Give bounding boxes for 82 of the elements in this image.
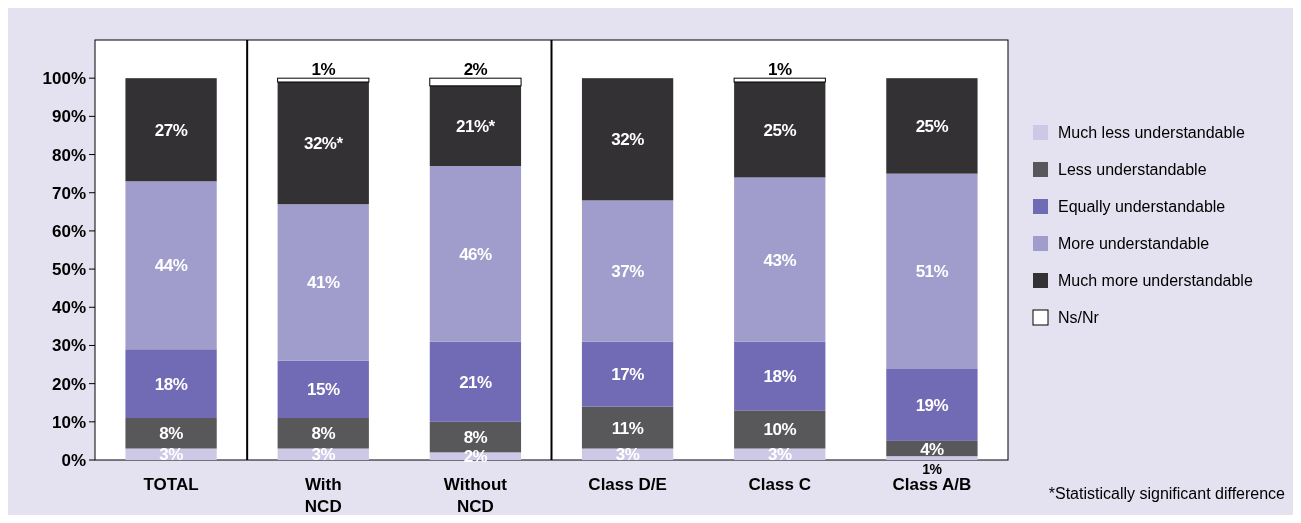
x-tick-label: TOTAL: [143, 475, 199, 494]
data-label: 8%: [311, 424, 336, 444]
data-label: 4%: [920, 439, 945, 459]
bar: [886, 368, 978, 441]
bar: [125, 418, 217, 449]
data-label: 2%: [463, 60, 488, 80]
y-tick-label: 100%: [42, 69, 86, 89]
data-label: 51%: [915, 262, 949, 281]
y-tick-label: 60%: [51, 221, 86, 241]
bar: [734, 410, 826, 449]
legend-label: Ns/Nr: [1058, 309, 1100, 326]
data-label: 32%*: [303, 134, 344, 154]
data-label: 1%: [922, 461, 943, 477]
bar: [581, 406, 674, 449]
data-label: 1%: [311, 60, 336, 80]
legend-label: Much less understandable: [1058, 124, 1245, 141]
bar: [277, 418, 369, 449]
legend-label: Equally understandable: [1058, 198, 1226, 215]
data-label: 3%: [311, 445, 336, 465]
bar: [125, 181, 217, 350]
y-tick-label: 90%: [51, 107, 86, 127]
bar: [429, 166, 522, 342]
bar: [581, 200, 674, 342]
bar: [581, 78, 674, 201]
y-tick-label: 80%: [51, 145, 86, 165]
data-label: 19%: [915, 395, 949, 415]
bar: [277, 77, 370, 83]
data-label: 25%: [763, 120, 797, 140]
bar: [886, 456, 978, 460]
x-tick-label: Class A/B: [892, 475, 972, 494]
data-label: 8%: [463, 428, 488, 448]
data-label: 15%: [306, 380, 340, 400]
y-tick-label: 50%: [51, 260, 86, 280]
data-label: 17%: [611, 365, 645, 385]
data-label: 43%: [763, 250, 797, 270]
x-tick-label: With NCD: [304, 475, 342, 516]
bar: [277, 360, 369, 418]
bar: [277, 82, 369, 205]
bar: [429, 77, 522, 87]
legend-label: Much more understandable: [1058, 272, 1253, 289]
y-tick-label: 30%: [51, 336, 86, 356]
data-label: 44%: [154, 256, 188, 276]
bar: [733, 77, 826, 83]
x-tick-label: Class D/E: [588, 475, 667, 494]
x-tick-label: Class C: [748, 475, 811, 494]
bar: [734, 341, 826, 411]
data-label: 32%: [611, 130, 645, 150]
y-tick-label: 70%: [51, 183, 86, 203]
bar: [581, 341, 674, 407]
x-tick-label: Without NCD: [443, 475, 508, 516]
y-tick-label: 40%: [51, 298, 86, 318]
y-tick-label: 20%: [51, 374, 86, 394]
bar: [125, 349, 217, 418]
data-label: 11%: [611, 418, 644, 438]
data-label: 25%: [915, 116, 949, 136]
data-label: 18%: [763, 367, 797, 386]
data-label: 37%: [611, 262, 645, 281]
data-label: 18%: [154, 374, 188, 394]
bar: [886, 78, 978, 174]
data-label: 41%: [306, 273, 340, 293]
y-tick-label: 10%: [51, 412, 86, 432]
bar: [277, 204, 369, 361]
bar: [734, 82, 826, 178]
legend-label: Less understandable: [1058, 161, 1207, 178]
text: *Statistically significant difference: [1048, 485, 1286, 502]
data-label: 3%: [767, 445, 792, 465]
bar: [429, 85, 522, 166]
data-label: 21%: [459, 372, 493, 392]
data-label: 3%: [159, 445, 184, 465]
data-label: 21%*: [456, 116, 496, 136]
data-label: 3%: [615, 445, 640, 465]
bar: [125, 78, 217, 182]
data-label: 27%: [154, 120, 188, 140]
y-tick-label: 0%: [61, 451, 86, 470]
data-label: 10%: [763, 420, 797, 440]
bar: [734, 177, 826, 342]
data-label: 8%: [159, 424, 184, 444]
bar: [429, 341, 522, 422]
legend-label: More understandable: [1058, 235, 1210, 252]
bar: [886, 173, 978, 369]
data-label: 46%: [459, 244, 493, 264]
data-label: 1%: [767, 60, 792, 80]
